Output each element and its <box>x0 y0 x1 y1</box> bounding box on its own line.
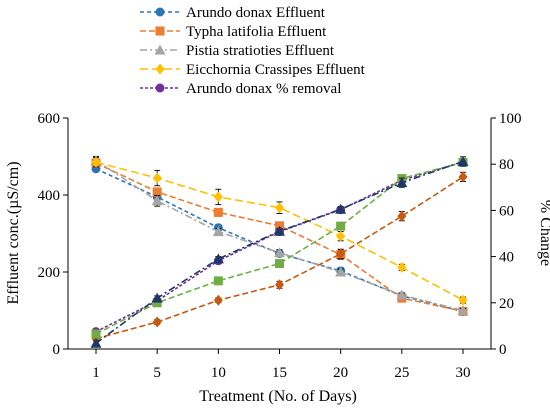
x-axis-label: Treatment (No. of Days) <box>199 388 357 405</box>
data-point <box>396 177 408 188</box>
x-tick-label: 25 <box>394 365 409 381</box>
y-right-tick-label: 100 <box>499 111 522 127</box>
data-point <box>396 289 408 300</box>
x-tick-label: 15 <box>272 365 287 381</box>
data-point <box>151 292 163 303</box>
legend-marker <box>155 83 165 93</box>
legend-marker <box>155 7 165 17</box>
data-point <box>212 253 224 264</box>
series-line <box>95 161 464 333</box>
series-8 <box>90 155 469 348</box>
data-point <box>213 294 223 306</box>
data-point <box>457 305 469 315</box>
y-left-tick-label: 600 <box>38 111 61 127</box>
legend-label: Typha latifolia Effluent <box>186 24 327 40</box>
data-point <box>457 155 469 166</box>
legend-marker <box>155 26 165 36</box>
legend-marker <box>154 44 166 55</box>
data-point <box>458 171 468 183</box>
legend-item: Typha latifolia Effluent <box>140 24 327 40</box>
series-layer <box>90 154 469 348</box>
data-point <box>152 298 162 308</box>
data-point <box>335 203 347 214</box>
series-3 <box>90 154 469 315</box>
legend-item: Arundo donax Effluent <box>140 5 326 21</box>
data-point <box>213 191 223 203</box>
y-right-tick-label: 60 <box>499 203 514 219</box>
data-point <box>275 259 284 269</box>
data-point <box>274 225 285 236</box>
data-point <box>152 187 162 197</box>
legend-item: Arundo donax % removal <box>140 81 341 97</box>
series-2 <box>91 158 468 316</box>
data-point <box>91 329 101 339</box>
legend-marker <box>155 63 165 75</box>
data-point <box>336 248 346 260</box>
legend-label: Arundo donax % removal <box>186 81 341 97</box>
series-5 <box>91 157 468 337</box>
series-4 <box>91 156 468 306</box>
legend-label: Eicchornia Crassipes Effluent <box>186 62 366 78</box>
y-left-tick-label: 200 <box>38 265 61 281</box>
data-point <box>336 221 346 231</box>
legend-label: Pistia stratioties Effluent <box>186 43 335 59</box>
data-point <box>151 195 163 206</box>
y-axis-left-label: Effluent conc.(µS/cm) <box>5 161 22 304</box>
data-point <box>458 294 468 306</box>
y-left-tick-label: 400 <box>38 188 61 204</box>
y-right-tick-label: 80 <box>499 157 514 173</box>
data-point <box>212 226 224 237</box>
data-point <box>397 210 407 222</box>
data-point <box>275 202 284 214</box>
x-tick-label: 20 <box>333 365 348 381</box>
data-point <box>152 316 162 328</box>
x-tick-label: 5 <box>153 365 161 381</box>
legend-item: Eicchornia Crassipes Effluent <box>140 62 366 78</box>
data-point <box>90 337 102 348</box>
y-left-tick-label: 0 <box>53 342 61 358</box>
data-point <box>213 207 223 217</box>
data-point <box>152 172 162 184</box>
data-point <box>335 266 347 277</box>
x-tick-label: 30 <box>456 365 471 381</box>
y-right-tick-label: 0 <box>499 342 507 358</box>
legend-item: Pistia stratioties Effluent <box>140 43 335 59</box>
y-right-tick-label: 40 <box>499 250 514 266</box>
data-point <box>213 276 223 286</box>
y-right-tick-label: 20 <box>499 296 514 312</box>
y-axis-right-label: % Change <box>537 200 550 266</box>
legend: Arundo donax Effluent Typha latifolia Eff… <box>140 5 366 97</box>
data-point <box>397 261 407 273</box>
x-tick-label: 1 <box>92 365 100 381</box>
x-tick-label: 10 <box>211 365 226 381</box>
legend-label: Arundo donax Effluent <box>186 5 326 21</box>
data-point <box>336 230 346 242</box>
data-point <box>91 156 101 168</box>
data-point <box>275 279 284 291</box>
data-point <box>274 247 285 258</box>
